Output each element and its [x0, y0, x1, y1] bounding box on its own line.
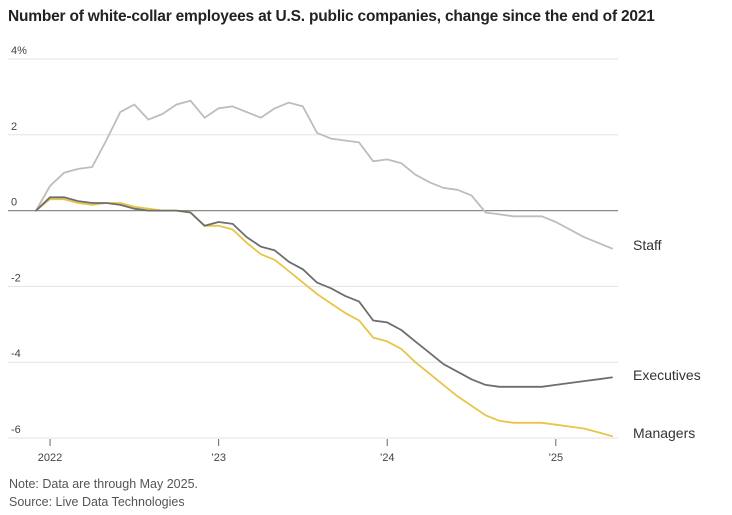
series-line-staff	[35, 99, 613, 250]
y-tick-label: -6	[11, 424, 21, 436]
chart-note: Note: Data are through May 2025.	[9, 477, 199, 491]
gridlines	[8, 58, 618, 439]
y-tick-label: -4	[11, 348, 21, 360]
series-label-staff: Staff	[633, 237, 662, 253]
chart-title: Number of white-collar employees at U.S.…	[8, 8, 655, 25]
y-tick-label: 2	[11, 121, 17, 133]
x-axis-ticks: 2022 ’23 ’24 ’25	[38, 439, 563, 464]
series-line-managers	[35, 198, 613, 437]
x-tick-label: 2022	[38, 452, 62, 464]
y-tick-label: 0	[11, 197, 17, 209]
x-tick-label: ’23	[211, 452, 226, 464]
y-tick-label: -2	[11, 272, 21, 284]
x-tick-label: ’25	[548, 452, 563, 464]
x-tick-label: ’24	[380, 452, 395, 464]
series-line-executives	[35, 196, 613, 388]
series-labels: Staff Managers Executives	[633, 237, 701, 441]
y-axis-ticks: 4% 2 0 -2 -4 -6	[11, 45, 27, 436]
series-lines	[35, 99, 613, 437]
chart-source: Source: Live Data Technologies	[9, 495, 185, 509]
series-label-executives: Executives	[633, 367, 701, 383]
series-label-managers: Managers	[633, 425, 695, 441]
y-tick-label: 4%	[11, 45, 27, 57]
